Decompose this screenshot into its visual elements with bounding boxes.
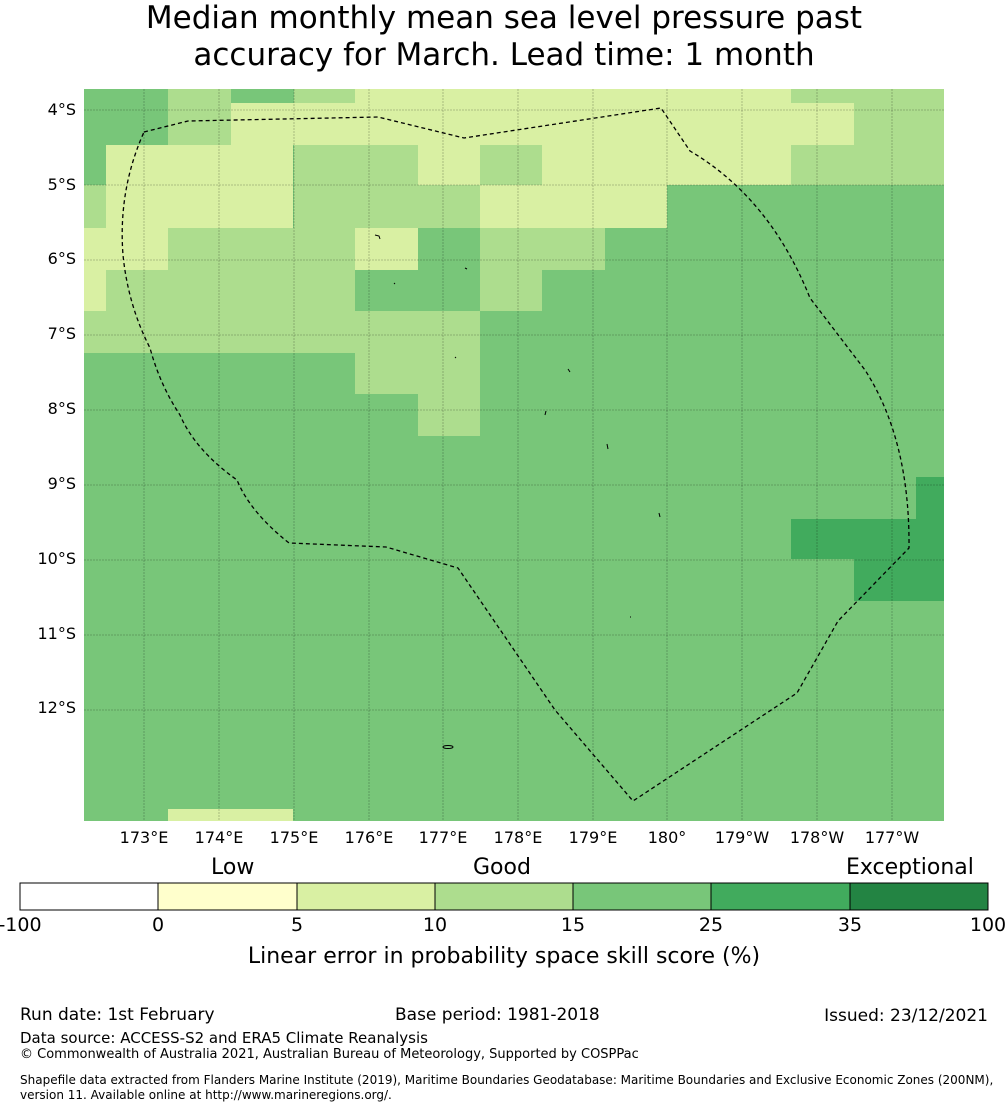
shapefile-credit-line-1: Shapefile data extracted from Flanders M… bbox=[20, 1073, 994, 1087]
base-period: Base period: 1981-2018 bbox=[395, 1005, 600, 1025]
colorbar-bin-neg100-0 bbox=[20, 883, 158, 910]
lon-label-179w: 179°W bbox=[714, 828, 770, 847]
lon-label-173e: 173°E bbox=[119, 828, 169, 847]
category-label-good: Good bbox=[473, 855, 531, 880]
map-title: Median monthly mean sea level pressure p… bbox=[0, 0, 1008, 74]
category-label-exceptional: Exceptional bbox=[846, 855, 974, 880]
lat-label-5s: 5°S bbox=[47, 175, 76, 194]
islands bbox=[374, 234, 661, 749]
lon-label-175e: 175°E bbox=[269, 828, 319, 847]
lon-label-178e: 178°E bbox=[493, 828, 543, 847]
colorbar bbox=[19, 882, 989, 911]
colorbar-tick-15: 15 bbox=[560, 914, 586, 936]
title-line-2: accuracy for March. Lead time: 1 month bbox=[193, 37, 815, 73]
lon-label-178w: 178°W bbox=[789, 828, 845, 847]
lat-label-11s: 11°S bbox=[37, 624, 76, 643]
category-label-low: Low bbox=[211, 855, 255, 880]
copyright: © Commonwealth of Australia 2021, Austra… bbox=[20, 1047, 639, 1062]
skill-cells-good bbox=[84, 89, 944, 311]
colorbar-bin-10-15 bbox=[435, 883, 573, 910]
colorbar-tick-35: 35 bbox=[837, 914, 863, 936]
shapefile-credit-line-2: version 11. Available online at http://w… bbox=[20, 1088, 392, 1102]
lon-label-174e: 174°E bbox=[194, 828, 244, 847]
title-line-1: Median monthly mean sea level pressure p… bbox=[145, 0, 863, 36]
run-date: Run date: 1st February bbox=[20, 1005, 215, 1025]
lon-label-177w: 177°W bbox=[864, 828, 920, 847]
lat-label-9s: 9°S bbox=[47, 474, 76, 493]
lat-label-6s: 6°S bbox=[47, 249, 76, 268]
data-source: Data source: ACCESS-S2 and ERA5 Climate … bbox=[20, 1029, 428, 1047]
skill-cells-medium bbox=[84, 89, 944, 436]
colorbar-bin-25-35 bbox=[711, 883, 850, 910]
lat-label-4s: 4°S bbox=[47, 100, 76, 119]
colorbar-tick-10: 10 bbox=[422, 914, 448, 936]
skill-cells-high bbox=[791, 477, 944, 601]
issued-date: Issued: 23/12/2021 bbox=[824, 1006, 988, 1026]
graticule bbox=[84, 89, 944, 821]
lon-label-180: 180° bbox=[647, 828, 687, 847]
lat-label-12s: 12°S bbox=[37, 698, 76, 717]
lat-label-7s: 7°S bbox=[47, 324, 76, 343]
colorbar-tick-100: 100 bbox=[969, 914, 1007, 936]
lon-label-176e: 176°E bbox=[344, 828, 394, 847]
colorbar-bin-0-5 bbox=[158, 883, 297, 910]
colorbar-tick-0: 0 bbox=[151, 914, 165, 936]
colorbar-bin-35-100 bbox=[850, 883, 988, 910]
eez-boundary bbox=[121, 107, 910, 802]
colorbar-bin-15-25 bbox=[573, 883, 711, 910]
colorbar-tick-25: 25 bbox=[698, 914, 724, 936]
colorbar-tick-neg100: -100 bbox=[0, 914, 42, 936]
lon-label-179e: 179°E bbox=[568, 828, 618, 847]
colorbar-caption: Linear error in probability space skill … bbox=[247, 944, 761, 969]
lon-label-177e: 177°E bbox=[418, 828, 468, 847]
lat-label-8s: 8°S bbox=[47, 399, 76, 418]
colorbar-tick-5: 5 bbox=[290, 914, 304, 936]
colorbar-bin-5-10 bbox=[297, 883, 435, 910]
lat-label-10s: 10°S bbox=[37, 549, 76, 568]
